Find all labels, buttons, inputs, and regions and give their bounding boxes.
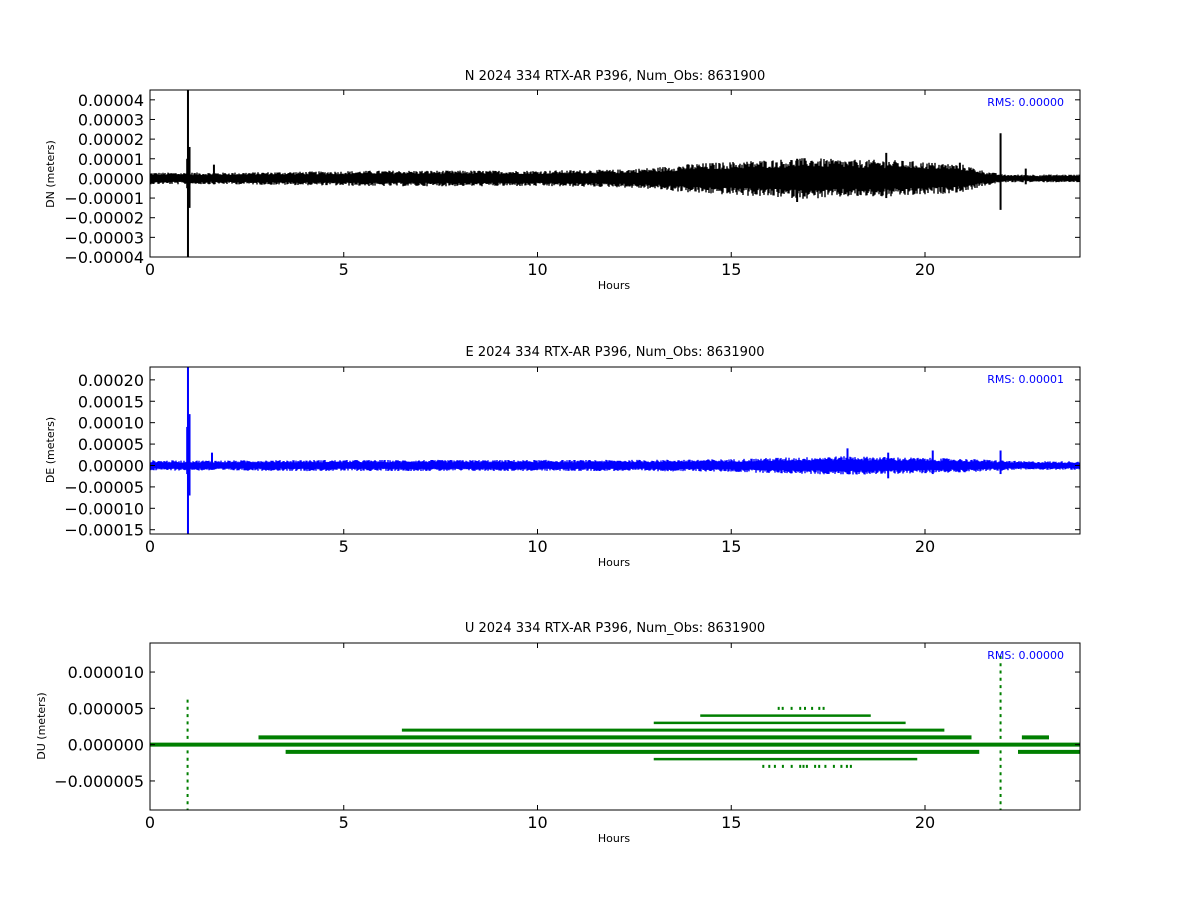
- y-tick-label-0: 0.000010: [68, 663, 144, 682]
- plot-frame-north: [149, 89, 1081, 258]
- chart-title-up: U 2024 334 RTX-AR P396, Num_Obs: 8631900: [465, 621, 765, 636]
- y-tick-label-2: 0.00010: [78, 414, 144, 433]
- y-tick-label-2: 0.00002: [78, 130, 144, 149]
- x-tick-label-0: 0: [145, 813, 155, 832]
- spike-up-1: [999, 656, 1002, 810]
- x-tick-label-0: 0: [145, 537, 155, 556]
- y-tick-label-1: 0.00003: [78, 110, 144, 129]
- y-tick-label-0: 0.00004: [78, 91, 144, 110]
- x-axis-label-north: Hours: [598, 279, 630, 292]
- y-tick-label-2: 0.000000: [68, 736, 144, 755]
- x-tick-label-4: 20: [915, 813, 935, 832]
- y-tick-label-0: 0.00020: [78, 371, 144, 390]
- x-tick-label-1: 5: [339, 260, 349, 279]
- plot-area-up: [150, 656, 1080, 810]
- rms-label-east: RMS: 0.00001: [987, 373, 1064, 386]
- y-tick-label-1: 0.00015: [78, 392, 144, 411]
- y-tick-label-5: −0.00001: [64, 189, 144, 208]
- panel-north: N 2024 334 RTX-AR P396, Num_Obs: 8631900…: [44, 69, 1081, 292]
- y-tick-label-1: 0.000005: [68, 699, 144, 718]
- y-tick-label-5: −0.00005: [64, 478, 144, 497]
- y-tick-label-7: −0.00003: [64, 228, 144, 247]
- x-axis-label-up: Hours: [598, 832, 630, 845]
- plot-area-north: [150, 90, 1080, 257]
- x-tick-label-0: 0: [145, 260, 155, 279]
- y-tick-label-4: 0.00000: [78, 456, 144, 475]
- x-axis-label-east: Hours: [598, 556, 630, 569]
- x-tick-label-3: 15: [721, 537, 741, 556]
- x-tick-label-4: 20: [915, 260, 935, 279]
- rms-label-up: RMS: 0.00000: [987, 649, 1064, 662]
- x-tick-label-4: 20: [915, 537, 935, 556]
- y-tick-label-4: 0.00000: [78, 169, 144, 188]
- x-tick-label-3: 15: [721, 813, 741, 832]
- rms-label-north: RMS: 0.00000: [987, 96, 1064, 109]
- y-tick-label-3: 0.00005: [78, 435, 144, 454]
- x-tick-label-2: 10: [527, 537, 547, 556]
- y-tick-label-6: −0.00010: [64, 499, 144, 518]
- y-tick-label-6: −0.00002: [64, 209, 144, 228]
- y-axis-label-up: DU (meters): [35, 692, 48, 759]
- panel-east: E 2024 334 RTX-AR P396, Num_Obs: 8631900…: [44, 345, 1081, 569]
- data-band-north: [150, 158, 1080, 199]
- y-tick-label-3: −0.000005: [54, 772, 144, 791]
- y-axis-label-north: DN (meters): [44, 140, 57, 208]
- x-tick-label-2: 10: [527, 813, 547, 832]
- x-tick-label-3: 15: [721, 260, 741, 279]
- chart-title-north: N 2024 334 RTX-AR P396, Num_Obs: 8631900: [465, 69, 765, 84]
- chart-title-east: E 2024 334 RTX-AR P396, Num_Obs: 8631900: [466, 345, 765, 360]
- y-axis-label-east: DE (meters): [44, 417, 57, 483]
- plot-frame-east: [149, 366, 1081, 535]
- plot-frame-up: [149, 642, 1081, 811]
- data-band-east: [150, 456, 1080, 475]
- x-tick-label-2: 10: [527, 260, 547, 279]
- x-tick-label-1: 5: [339, 537, 349, 556]
- y-tick-label-8: −0.00004: [64, 248, 144, 267]
- panel-up: U 2024 334 RTX-AR P396, Num_Obs: 8631900…: [35, 621, 1081, 845]
- x-tick-label-1: 5: [339, 813, 349, 832]
- y-tick-label-7: −0.00015: [64, 521, 144, 540]
- y-tick-label-3: 0.00001: [78, 150, 144, 169]
- plot-area-east: [150, 367, 1080, 534]
- spike-up-0: [186, 699, 189, 810]
